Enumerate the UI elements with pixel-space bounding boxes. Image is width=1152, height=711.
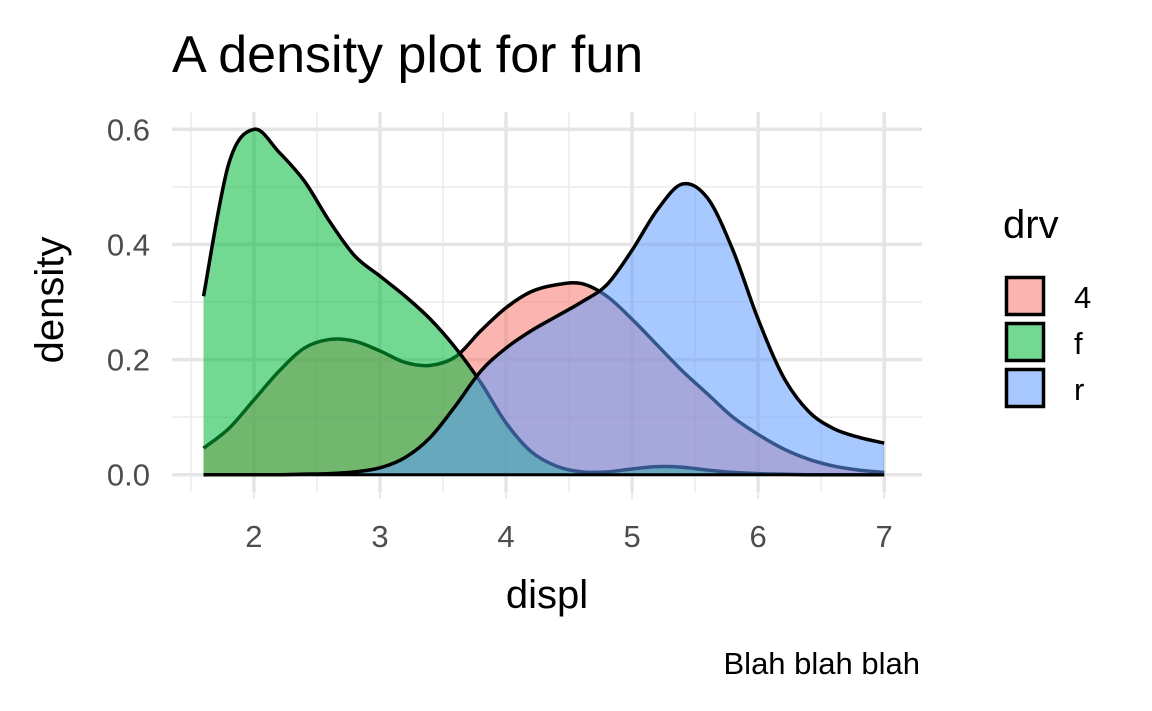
- legend-label-r: r: [1074, 372, 1084, 407]
- y-axis-title: density: [28, 237, 72, 364]
- density-area-r: [203, 183, 885, 475]
- chart-title: A density plot for fun: [172, 26, 643, 84]
- legend: 4 fr: [1004, 275, 1091, 409]
- x-axis-title: displ: [506, 573, 588, 617]
- legend-key-r: [1004, 367, 1046, 409]
- y-axis-ticks: 0.0 0.2 0.4 0.6: [107, 112, 150, 492]
- y-tick-label: 0.2: [107, 343, 150, 378]
- x-tick-label: 6: [750, 519, 767, 554]
- x-tick-label: 5: [623, 519, 640, 554]
- legend-label-f: f: [1074, 326, 1083, 361]
- legend-key-4: [1004, 275, 1046, 317]
- x-axis-ticks: 2 3 4 5 6 7: [245, 492, 893, 554]
- density-areas: [201, 127, 885, 477]
- chart-caption: Blah blah blah: [724, 646, 921, 681]
- x-tick-label: 4: [497, 519, 514, 554]
- legend-label-4: 4: [1074, 280, 1091, 315]
- density-area-f: [203, 129, 885, 475]
- y-tick-label: 0.0: [107, 458, 150, 493]
- x-tick-label: 7: [876, 519, 893, 554]
- x-tick-label: 2: [245, 519, 262, 554]
- x-tick-label: 3: [371, 519, 388, 554]
- y-tick-label: 0.6: [107, 112, 150, 147]
- legend-key-f: [1004, 321, 1046, 363]
- legend-title: drv: [1003, 203, 1059, 247]
- y-tick-label: 0.4: [107, 227, 150, 262]
